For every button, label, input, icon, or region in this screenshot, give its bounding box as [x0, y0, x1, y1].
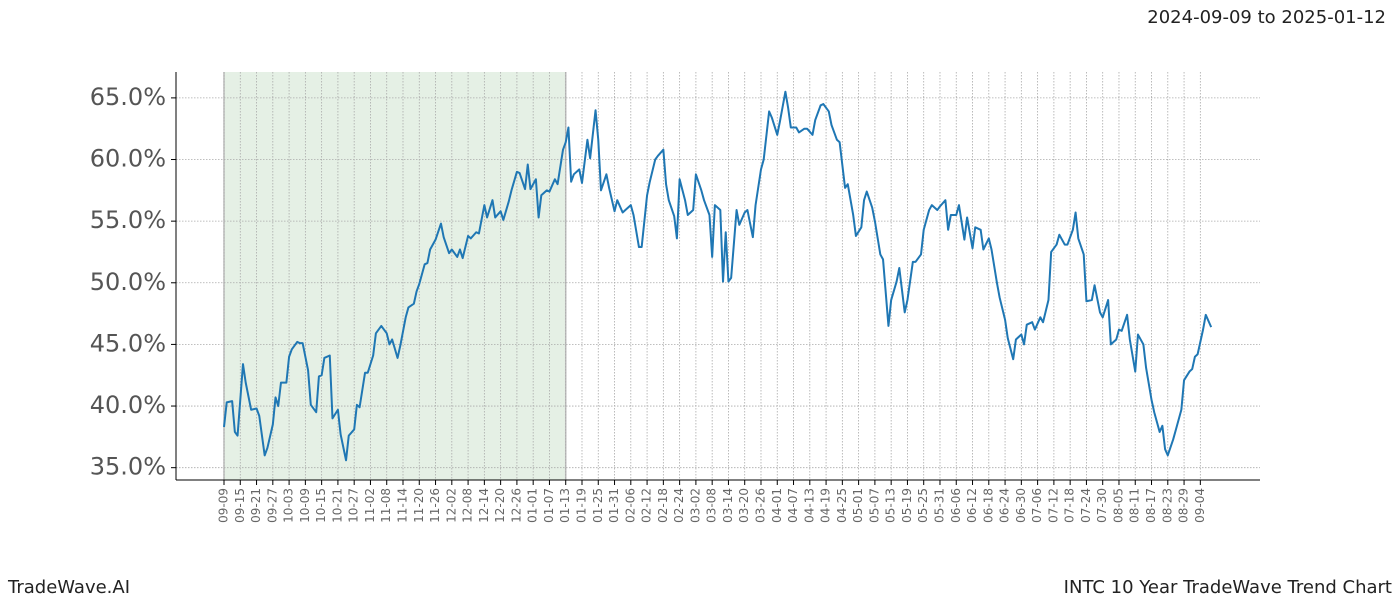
x-tick-label: 01-25: [591, 488, 605, 523]
x-tick-label: 01-07: [542, 488, 556, 523]
x-tick-label: 10-03: [282, 488, 296, 523]
x-tick-label: 01-31: [607, 488, 621, 523]
price-line: [223, 90, 1213, 462]
x-tick-label: 04-25: [835, 488, 849, 523]
x-tick-label: 05-07: [867, 488, 881, 523]
x-tick-label: 07-18: [1063, 488, 1077, 523]
highlight-span: [224, 72, 566, 480]
x-tick-label: 08-05: [1111, 488, 1125, 523]
x-tick-label: 12-26: [509, 488, 523, 523]
x-tick-label: 02-06: [623, 488, 637, 523]
y-tick-label: 55.0%: [90, 206, 166, 234]
x-tick-label: 02-12: [640, 488, 654, 523]
y-tick-label: 50.0%: [90, 268, 166, 296]
x-tick-label: 08-29: [1177, 488, 1191, 523]
x-tick-label: 07-30: [1095, 488, 1109, 523]
x-tick-label: 10-15: [314, 488, 328, 523]
x-tick-label: 02-24: [672, 488, 686, 523]
x-tick-label: 06-12: [965, 488, 979, 523]
x-tick-label: 03-26: [753, 488, 767, 523]
x-tick-label: 05-13: [884, 488, 898, 523]
y-tick-label: 60.0%: [90, 145, 166, 173]
x-tick-label: 12-02: [444, 488, 458, 523]
y-tick-label: 65.0%: [90, 83, 166, 111]
x-tick-label: 05-25: [916, 488, 930, 523]
x-tick-label: 07-24: [1079, 488, 1093, 523]
x-tick-label: 08-17: [1144, 488, 1158, 523]
x-tick-label: 03-20: [737, 488, 751, 523]
x-tick-label: 06-06: [949, 488, 963, 523]
x-tick-label: 09-27: [265, 488, 279, 523]
x-tick-label: 06-24: [998, 488, 1012, 523]
x-tick-label: 12-20: [493, 488, 507, 523]
x-tick-label: 06-18: [981, 488, 995, 523]
chart-title: INTC 10 Year TradeWave Trend Chart: [1064, 577, 1392, 598]
x-tick-label: 10-21: [330, 488, 344, 523]
x-tick-label: 08-11: [1128, 488, 1142, 523]
chart-subtitle: 2024-09-09 to 2025-01-12: [1147, 7, 1386, 28]
x-tick-label: 09-15: [233, 488, 247, 523]
x-tick-label: 11-08: [379, 488, 393, 523]
x-tick-label: 05-01: [851, 488, 865, 523]
x-tick-label: 10-27: [347, 488, 361, 523]
x-tick-label: 09-04: [1193, 488, 1207, 523]
x-tick-label: 03-08: [705, 488, 719, 523]
x-tick-label: 10-09: [298, 488, 312, 523]
brand: TradeWave.AI: [7, 577, 130, 598]
x-tick-label: 04-07: [786, 488, 800, 523]
x-tick-label: 05-31: [932, 488, 946, 523]
x-tick-label: 08-23: [1160, 488, 1174, 523]
x-tick-label: 01-01: [526, 488, 540, 523]
x-tick-label: 12-14: [477, 488, 491, 523]
x-tick-label: 02-18: [656, 488, 670, 523]
x-tick-label: 01-13: [558, 488, 572, 523]
x-tick-label: 06-30: [1014, 488, 1028, 523]
y-tick-label: 35.0%: [90, 453, 166, 481]
x-tick-label: 01-19: [574, 488, 588, 523]
y-tick-label: 45.0%: [90, 329, 166, 357]
x-tick-label: 04-01: [770, 488, 784, 523]
x-tick-label: 04-13: [802, 488, 816, 523]
x-tick-label: 07-06: [1030, 488, 1044, 523]
y-tick-label: 40.0%: [90, 391, 166, 419]
x-tick-label: 07-12: [1046, 488, 1060, 523]
x-tick-label: 09-09: [217, 488, 231, 523]
x-tick-label: 03-14: [721, 488, 735, 523]
x-tick-label: 11-02: [363, 488, 377, 523]
x-tick-label: 12-08: [461, 488, 475, 523]
x-tick-label: 11-26: [428, 488, 442, 523]
x-tick-label: 11-14: [395, 488, 409, 523]
x-tick-label: 09-21: [249, 488, 263, 523]
x-tick-label: 11-20: [412, 488, 426, 523]
x-tick-label: 03-02: [688, 488, 702, 523]
x-tick-label: 04-19: [819, 488, 833, 523]
x-tick-label: 05-19: [900, 488, 914, 523]
